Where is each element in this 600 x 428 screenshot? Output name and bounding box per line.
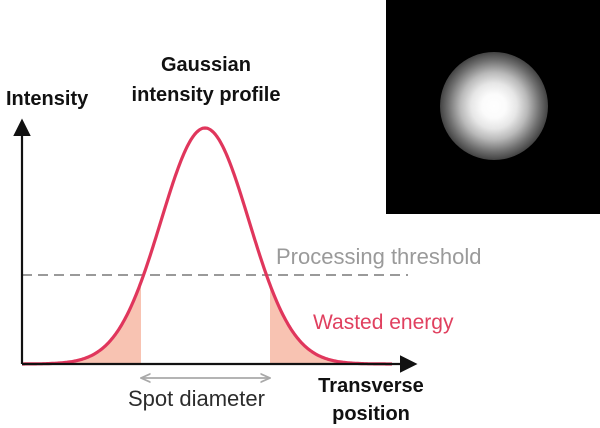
- beam-spot-image: [386, 0, 600, 214]
- threshold-label: Processing threshold: [276, 244, 482, 269]
- gaussian-curve: [21, 126, 393, 366]
- x-axis-label-text: Transverse position: [318, 375, 424, 425]
- x-axis-label: Transverse position: [296, 372, 446, 428]
- wasted-energy-right-region: [270, 284, 392, 364]
- y-axis-label: Intensity: [6, 88, 89, 110]
- wasted-energy-left-region: [22, 282, 141, 364]
- diagram-title: Gaussian intensity profile: [108, 50, 304, 110]
- spot-diameter-label: Spot diameter: [128, 386, 265, 411]
- title-text: Gaussian intensity profile: [131, 54, 281, 106]
- wasted-energy-label: Wasted energy: [313, 311, 454, 334]
- beam-spot: [440, 52, 548, 160]
